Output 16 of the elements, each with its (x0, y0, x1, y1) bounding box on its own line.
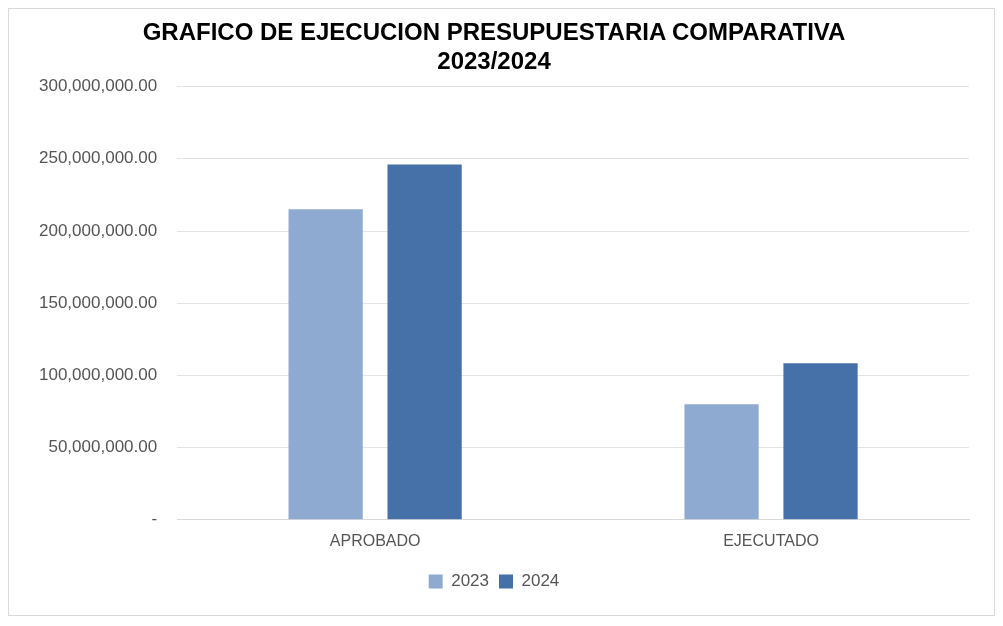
chart-title: GRAFICO DE EJECUCION PRESUPUESTARIA COMPARATIVA 2023/2024 (142, 18, 846, 74)
y-tick-label: 200,000,000.00 (39, 220, 158, 240)
legend-label: 2023 (451, 571, 490, 591)
y-tick-label: 250,000,000.00 (39, 148, 158, 168)
bar (783, 363, 858, 520)
bar (387, 164, 462, 520)
y-tick-label: - (151, 509, 158, 529)
y-tick-label: 300,000,000.00 (39, 76, 158, 96)
bar (684, 404, 759, 520)
y-tick-label: 50,000,000.00 (48, 437, 158, 457)
bar (288, 209, 363, 520)
y-tick-label: 100,000,000.00 (39, 365, 158, 385)
x-tick-label: EJECUTADO (723, 531, 819, 549)
y-tick-label: 150,000,000.00 (39, 292, 158, 312)
x-tick-label: APROBADO (329, 531, 421, 549)
legend-label: 2024 (521, 571, 560, 591)
